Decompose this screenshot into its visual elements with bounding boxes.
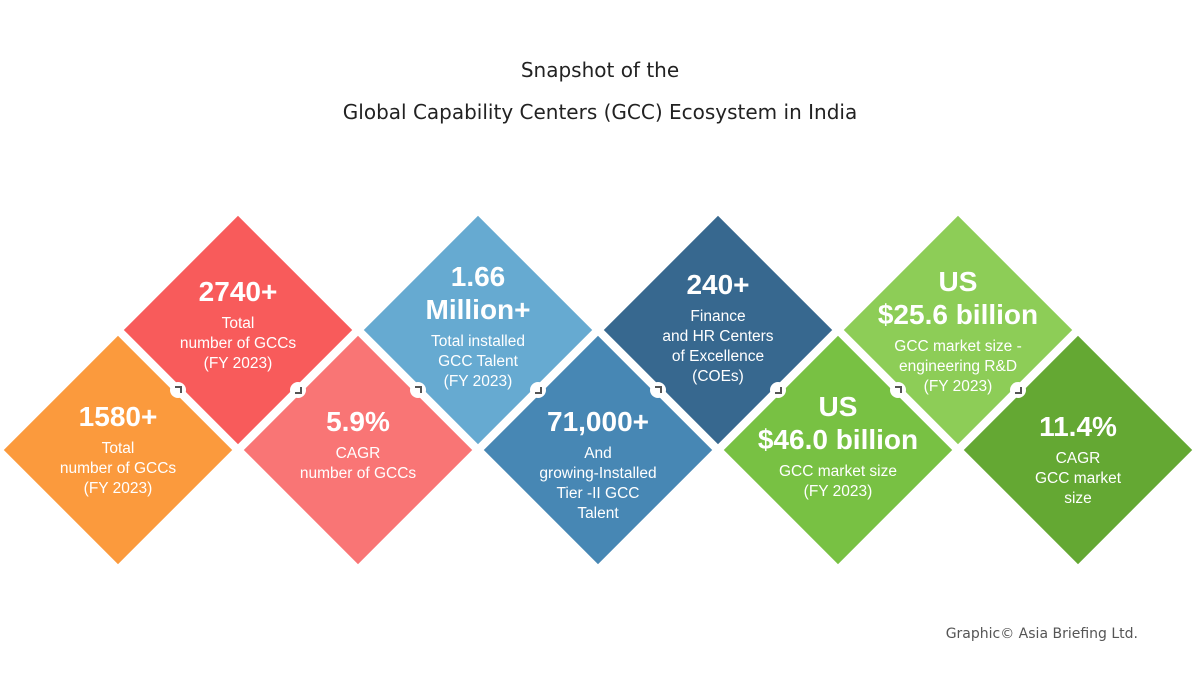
tile-6: 240+ Finance and HR Centers of Excellence (C…	[618, 268, 818, 387]
corner-glyph-icon	[535, 387, 542, 394]
tile-3: 5.9% CAGR number of GCCs	[258, 405, 458, 484]
credit: Graphic© Asia Briefing Ltd.	[945, 626, 1138, 642]
tile-caption: number of GCCs	[59, 460, 177, 477]
corner-glyph-icon	[775, 387, 782, 394]
connector-dot-icon	[290, 382, 306, 398]
tile-caption: of Excellence	[671, 348, 765, 365]
tile-caption: and HR Centers	[662, 328, 774, 345]
tile-caption: number of GCCs	[299, 465, 417, 482]
tile-2: 2740+ Total number of GCCs (FY 2023)	[138, 275, 338, 374]
tile-caption: Total	[221, 315, 255, 332]
tile-caption: GCC market	[1034, 470, 1122, 487]
tile-value: Million+	[425, 294, 531, 325]
tile-caption: (COEs)	[692, 368, 744, 385]
tile-caption: CAGR	[335, 445, 381, 462]
tile-caption: CAGR	[1055, 450, 1101, 467]
tile-9: 11.4% CAGR GCC market size	[978, 410, 1178, 509]
tile-caption: (FY 2023)	[923, 378, 993, 395]
tile-value: 71,000+	[547, 406, 649, 437]
tile-caption: Total installed	[431, 333, 525, 350]
tile-caption: engineering R&D	[898, 358, 1018, 375]
connector-dot-icon	[170, 382, 186, 398]
tile-value: US	[818, 391, 858, 422]
tile-value: 240+	[686, 269, 750, 300]
tile-value: 11.4%	[1039, 411, 1117, 442]
corner-glyph-icon	[415, 386, 422, 393]
tile-caption: (FY 2023)	[203, 355, 273, 372]
tile-value: 1580+	[78, 401, 158, 432]
tile-8: US $25.6 billion GCC market size - engineer…	[858, 265, 1058, 397]
tile-value: $25.6 billion	[877, 299, 1039, 330]
tile-4: 1.66 Million+ Total installed GCC Talent (FY…	[378, 260, 578, 392]
tile-value: $46.0 billion	[757, 424, 919, 455]
tile-caption: (FY 2023)	[443, 373, 513, 390]
tile-caption: (FY 2023)	[83, 480, 153, 497]
corner-glyph-icon	[1015, 387, 1022, 394]
title-line-2: Global Capability Centers (GCC) Ecosyste…	[342, 100, 858, 124]
tile-caption: GCC Talent	[438, 353, 518, 370]
tile-value: 2740+	[198, 276, 278, 307]
title-line-1: Snapshot of the	[520, 58, 680, 82]
corner-glyph-icon	[175, 386, 182, 393]
tile-value: 5.9%	[326, 406, 390, 437]
tile-caption: number of GCCs	[179, 335, 297, 352]
tile-5: 71,000+ And growing-Installed Tier -II GCC T…	[498, 405, 698, 524]
tile-caption: growing-Installed	[539, 465, 657, 482]
tile-7: US $46.0 billion GCC market size (FY 2023)	[738, 390, 938, 502]
tile-caption: And	[584, 445, 612, 462]
tile-caption: (FY 2023)	[803, 483, 873, 500]
tile-caption: Talent	[577, 505, 619, 522]
tile-caption: GCC market size	[779, 463, 897, 480]
tile-value: US	[938, 266, 978, 297]
tile-caption: Total	[101, 440, 135, 457]
tile-caption: GCC market size -	[894, 338, 1022, 355]
tile-caption: Tier -II GCC	[556, 485, 640, 502]
corner-glyph-icon	[295, 387, 302, 394]
tile-caption: Finance	[690, 308, 746, 325]
tile-caption: size	[1064, 490, 1092, 507]
corner-glyph-icon	[655, 386, 662, 393]
tile-1: 1580+ Total number of GCCs (FY 2023)	[18, 400, 218, 499]
corner-glyph-icon	[895, 386, 902, 393]
tile-value: 1.66	[450, 261, 506, 292]
